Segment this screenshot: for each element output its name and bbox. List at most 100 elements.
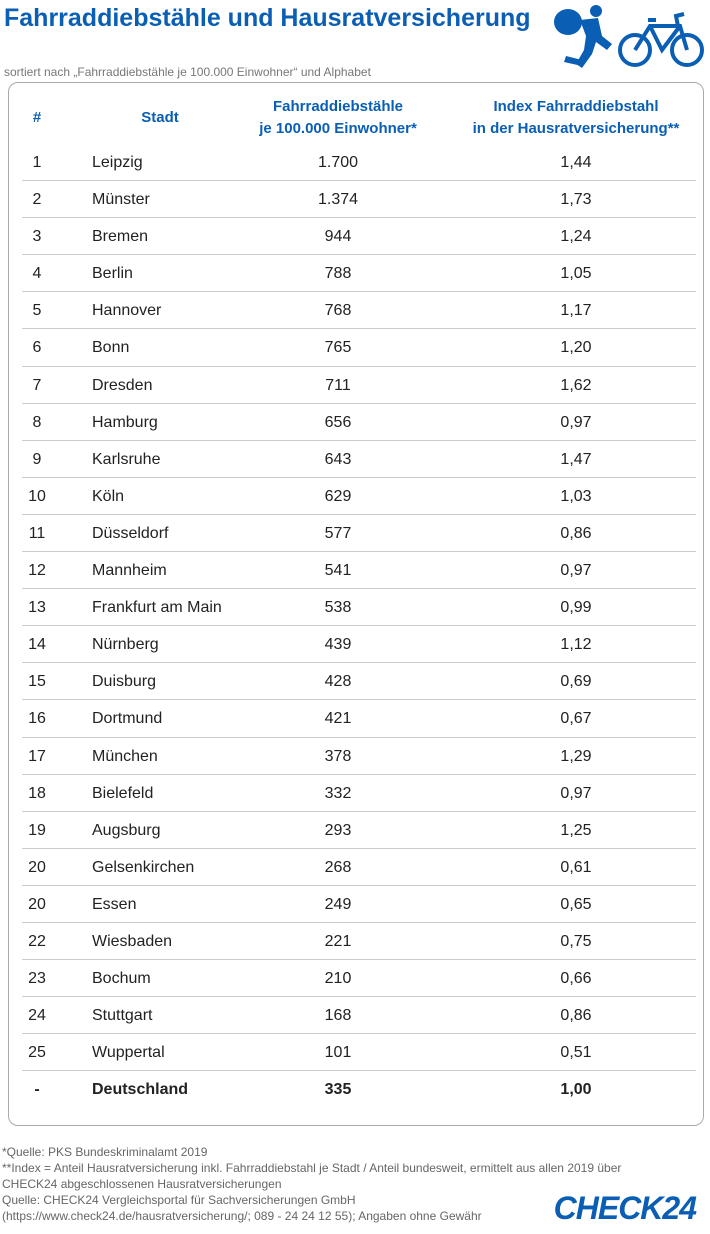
table-cell: Wiesbaden (92, 932, 173, 950)
footnotes: *Quelle: PKS Bundeskriminalamt 2019 **Ind… (2, 1144, 634, 1224)
table-cell: 0,97 (560, 784, 592, 802)
table-row: 23 Bochum 210 0,66 (22, 960, 696, 998)
table-row: 14 Nürnberg 439 1,12 (22, 626, 696, 664)
table-cell: Frankfurt am Main (92, 599, 222, 617)
header-line: Fahrraddiebstähle (272, 98, 404, 115)
table-row: 5 Hannover 768 1,17 (22, 292, 696, 330)
table-cell: 768 (324, 302, 352, 320)
table-cell: 765 (324, 339, 352, 357)
table-cell: Dresden (92, 376, 153, 394)
table-row: 18 Bielefeld 332 0,97 (22, 775, 696, 812)
table-row: 24 Stuttgart 168 0,86 (22, 997, 696, 1035)
table-cell: 1,12 (560, 636, 592, 654)
title: Fahrraddiebstähle und Hausratversicherun… (4, 4, 531, 32)
table-cell: Augsburg (92, 821, 161, 839)
table-row: 19 Augsburg 293 1,25 (22, 812, 696, 849)
table-cell: 1,24 (560, 228, 592, 246)
table-cell: 332 (324, 784, 352, 802)
table-cell: 17 (28, 747, 46, 765)
table-cell: - (34, 1081, 40, 1099)
table-cell: 14 (28, 636, 46, 654)
table-cell: 629 (324, 487, 352, 505)
table-cell: Düsseldorf (92, 524, 169, 542)
table-cell: 24 (28, 1007, 46, 1025)
footnote: (https://www.check24.de/hausratversicher… (2, 1209, 482, 1223)
table-row: 10 Köln 629 1,03 (22, 478, 696, 515)
table-cell: Münster (92, 191, 150, 209)
column-header: Index Fahrraddiebstahl in der Hausratvers… (473, 96, 680, 140)
table-row: 4 Berlin 788 1,05 (22, 255, 696, 293)
table-cell: 1,17 (560, 302, 592, 320)
table-cell: 1,62 (560, 376, 592, 394)
table-cell: 1.700 (317, 154, 359, 171)
table-cell: 6 (32, 339, 42, 357)
table-cell: 12 (28, 562, 46, 580)
table-cell: 643 (324, 450, 352, 468)
table-body: 1 Leipzig 1.700 1,44 2 Münster 1.374 1,73 3 Breme… (22, 144, 696, 1108)
header-line: Index Fahrraddiebstahl (493, 98, 659, 115)
table-cell: 2 (32, 191, 42, 209)
table-cell: 0,51 (560, 1044, 592, 1062)
table-cell: 0,66 (560, 970, 592, 988)
table-cell: 9 (32, 450, 42, 468)
table-cell: Köln (92, 487, 125, 505)
table-cell: 1,25 (560, 821, 592, 839)
table-cell: 439 (324, 636, 352, 654)
table-cell: 20 (28, 858, 46, 876)
table-cell: 0,86 (560, 524, 592, 542)
table-cell: 1.374 (317, 191, 359, 209)
table-row: 9 Karlsruhe 643 1,47 (22, 441, 696, 478)
table-row: 8 Hamburg 656 0,97 (22, 404, 696, 441)
table-cell: 0,99 (560, 599, 592, 617)
table-cell: 538 (324, 599, 352, 617)
footnote: Quelle: CHECK24 Vergleichsportal für Sac… (2, 1193, 356, 1207)
table-cell: Duisburg (92, 673, 157, 691)
table-row: 20 Gelsenkirchen 268 0,61 (22, 849, 696, 886)
footnote: *Quelle: PKS Bundeskriminalamt 2019 (2, 1145, 208, 1159)
table-cell: 19 (28, 821, 46, 839)
table-row: 2 Münster 1.374 1,73 (22, 181, 696, 219)
table-row: 17 München 378 1,29 (22, 738, 696, 775)
table-cell: 1,05 (560, 265, 592, 283)
table-row: 7 Dresden 711 1,62 (22, 367, 696, 404)
table-row: 15 Duisburg 428 0,69 (22, 663, 696, 701)
table-cell: 1,00 (560, 1081, 592, 1099)
table-cell: 3 (32, 228, 42, 246)
table-cell: 22 (28, 932, 46, 950)
table-cell: Bremen (92, 228, 149, 246)
table-row: 20 Essen 249 0,65 (22, 886, 696, 923)
table-cell: 5 (32, 302, 42, 320)
table-cell: 20 (28, 895, 46, 913)
table-row: 1 Leipzig 1.700 1,44 (22, 144, 696, 182)
table-cell: Wuppertal (92, 1044, 165, 1062)
table-cell: 293 (324, 821, 352, 839)
table-cell: 0,86 (560, 1007, 592, 1025)
table-cell: Hannover (92, 302, 162, 320)
table-cell: 23 (28, 970, 46, 988)
table-cell: München (92, 747, 158, 765)
logo: CHECK24 (553, 1190, 697, 1226)
table-cell: 378 (324, 747, 352, 765)
table-row: 3 Bremen 944 1,24 (22, 218, 696, 256)
column-header: Fahrraddiebstähle je 100.000 Einwohner* (259, 96, 417, 140)
header-line: Stadt (141, 109, 179, 126)
header-line: in der Hausratversicherung** (472, 120, 680, 137)
table-cell: Hamburg (92, 413, 158, 431)
subtitle: sortiert nach „Fahrraddiebstähle je 100.… (4, 65, 371, 79)
table-cell: 16 (28, 710, 46, 728)
table-cell: Gelsenkirchen (92, 858, 195, 876)
header-icons (554, 5, 704, 68)
table-cell: Bonn (92, 339, 130, 357)
header-line: je 100.000 Einwohner* (259, 120, 417, 137)
table-cell: Leipzig (92, 154, 143, 171)
table-cell: 18 (28, 784, 46, 802)
table-cell: Bochum (92, 970, 151, 988)
table-cell: 11 (28, 524, 46, 542)
table-cell: 0,67 (560, 710, 592, 728)
table-cell: 210 (324, 970, 352, 988)
table-cell: 8 (32, 413, 42, 431)
header-line: # (32, 109, 42, 126)
table-frame (8, 82, 704, 1126)
table-cell: 541 (324, 562, 352, 580)
